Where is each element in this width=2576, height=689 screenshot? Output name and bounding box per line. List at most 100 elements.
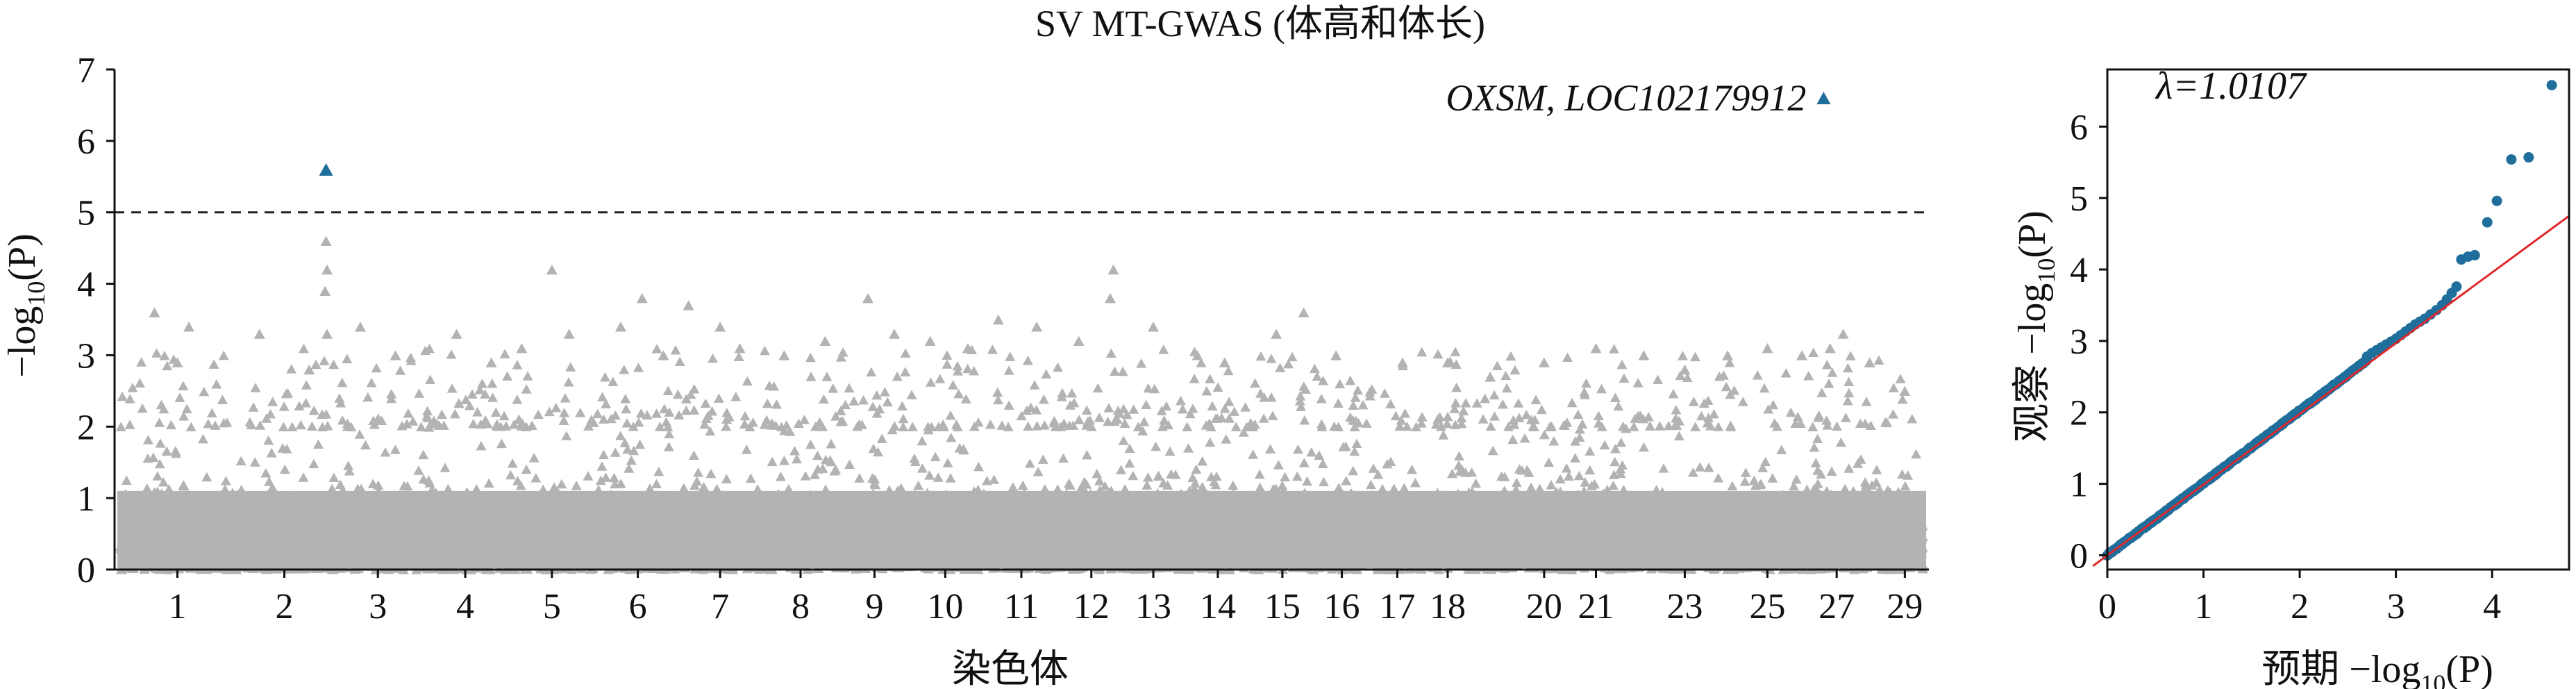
snp-point <box>798 415 810 424</box>
peak-point <box>1031 322 1043 332</box>
snp-point <box>896 401 908 411</box>
peak-point <box>714 322 726 332</box>
snp-point <box>1345 375 1356 385</box>
snp-point <box>1688 397 1699 406</box>
snp-point <box>724 411 735 422</box>
peak-point <box>819 335 831 347</box>
peak-point <box>1298 307 1310 317</box>
snp-point <box>1298 381 1310 391</box>
peak-point <box>253 329 265 339</box>
qq-tail-point <box>2482 217 2493 228</box>
snp-point <box>1831 421 1842 431</box>
snp-point <box>366 378 377 388</box>
snp-point <box>1187 404 1198 413</box>
snp-point <box>713 393 724 403</box>
snp-point <box>416 422 427 432</box>
snp-point <box>672 389 683 399</box>
peak-point <box>563 329 575 339</box>
snp-point <box>319 356 330 365</box>
snp-point <box>334 393 345 403</box>
snp-point <box>124 420 135 429</box>
snp-point <box>1245 417 1256 428</box>
snp-point <box>1121 409 1132 420</box>
snp-point <box>1064 400 1076 410</box>
snp-point <box>162 360 173 371</box>
snp-point <box>1316 422 1328 431</box>
snp-point <box>1266 392 1277 402</box>
snp-point <box>879 387 890 397</box>
snp-point <box>1653 374 1664 385</box>
snp-point <box>747 417 758 427</box>
snp-point <box>250 383 261 392</box>
snp-point <box>1808 347 1819 358</box>
peak-point <box>614 322 626 332</box>
snp-point <box>1212 382 1223 392</box>
snp-point <box>1678 351 1689 360</box>
snp-point <box>1491 360 1503 370</box>
snp-point <box>1029 380 1040 390</box>
snp-point <box>742 376 753 386</box>
snp-point <box>287 422 298 432</box>
snp-point <box>1821 415 1832 425</box>
snp-point <box>255 420 266 430</box>
manhattan-y-axis-title: −log10(P) <box>1 233 50 378</box>
snp-point <box>487 378 498 388</box>
peak-point <box>1148 322 1160 332</box>
snp-point <box>453 398 465 408</box>
snp-point <box>651 344 662 354</box>
snp-point <box>1003 400 1014 410</box>
snp-point <box>835 352 846 362</box>
snp-point <box>306 421 317 431</box>
snp-point <box>1431 419 1442 429</box>
snp-point <box>987 344 998 354</box>
snp-point <box>127 383 138 392</box>
manhattan-points <box>115 235 1929 574</box>
snp-point <box>1882 417 1893 428</box>
snp-point <box>828 383 839 393</box>
snp-point <box>502 371 513 381</box>
snp-point <box>871 390 883 400</box>
snp-point <box>1593 410 1604 420</box>
snp-point <box>1335 379 1346 389</box>
snp-point <box>1294 396 1305 406</box>
snp-point <box>1705 421 1716 431</box>
snp-point <box>422 406 433 416</box>
snp-point <box>308 405 319 415</box>
snp-point <box>1489 390 1500 400</box>
snp-point <box>211 379 222 389</box>
qq-x-tick-label: 1 <box>2195 587 2213 626</box>
snp-point <box>866 367 877 376</box>
snp-point <box>759 345 770 356</box>
snp-point <box>969 421 980 431</box>
snp-point <box>701 413 712 423</box>
peak-point <box>451 329 462 339</box>
snp-point <box>1103 403 1114 413</box>
qq-tail-point <box>2451 281 2462 292</box>
snp-point <box>620 394 631 404</box>
qq-tail-point <box>2491 195 2502 206</box>
snp-point <box>362 392 374 402</box>
snp-point <box>1634 410 1646 420</box>
peak-point <box>1638 350 1650 360</box>
snp-point <box>1067 388 1078 398</box>
snp-point <box>619 365 630 374</box>
snp-point <box>449 408 460 419</box>
snp-point <box>480 389 491 399</box>
x-tick-label: 21 <box>1578 587 1614 626</box>
snp-point <box>151 348 162 358</box>
snp-point <box>1823 379 1834 388</box>
snp-point <box>1258 413 1269 423</box>
snp-point <box>1566 397 1578 408</box>
y-tick-label: 3 <box>77 336 95 376</box>
peak-point <box>1538 357 1550 367</box>
snp-point <box>1432 349 1444 359</box>
qq-plot: 0 1 2 3 4 5 6 0 1 2 3 4 λ=1.0107 预期 −log10(P) 观察 −l… <box>2011 65 2570 689</box>
qq-tail-point <box>2546 80 2557 91</box>
snp-point <box>533 409 544 420</box>
snp-point <box>1250 378 1261 388</box>
manhattan-x-axis-title: 染色体 <box>952 648 1069 689</box>
snp-point <box>654 422 665 431</box>
snp-point <box>1663 420 1674 431</box>
snp-point <box>115 422 126 431</box>
